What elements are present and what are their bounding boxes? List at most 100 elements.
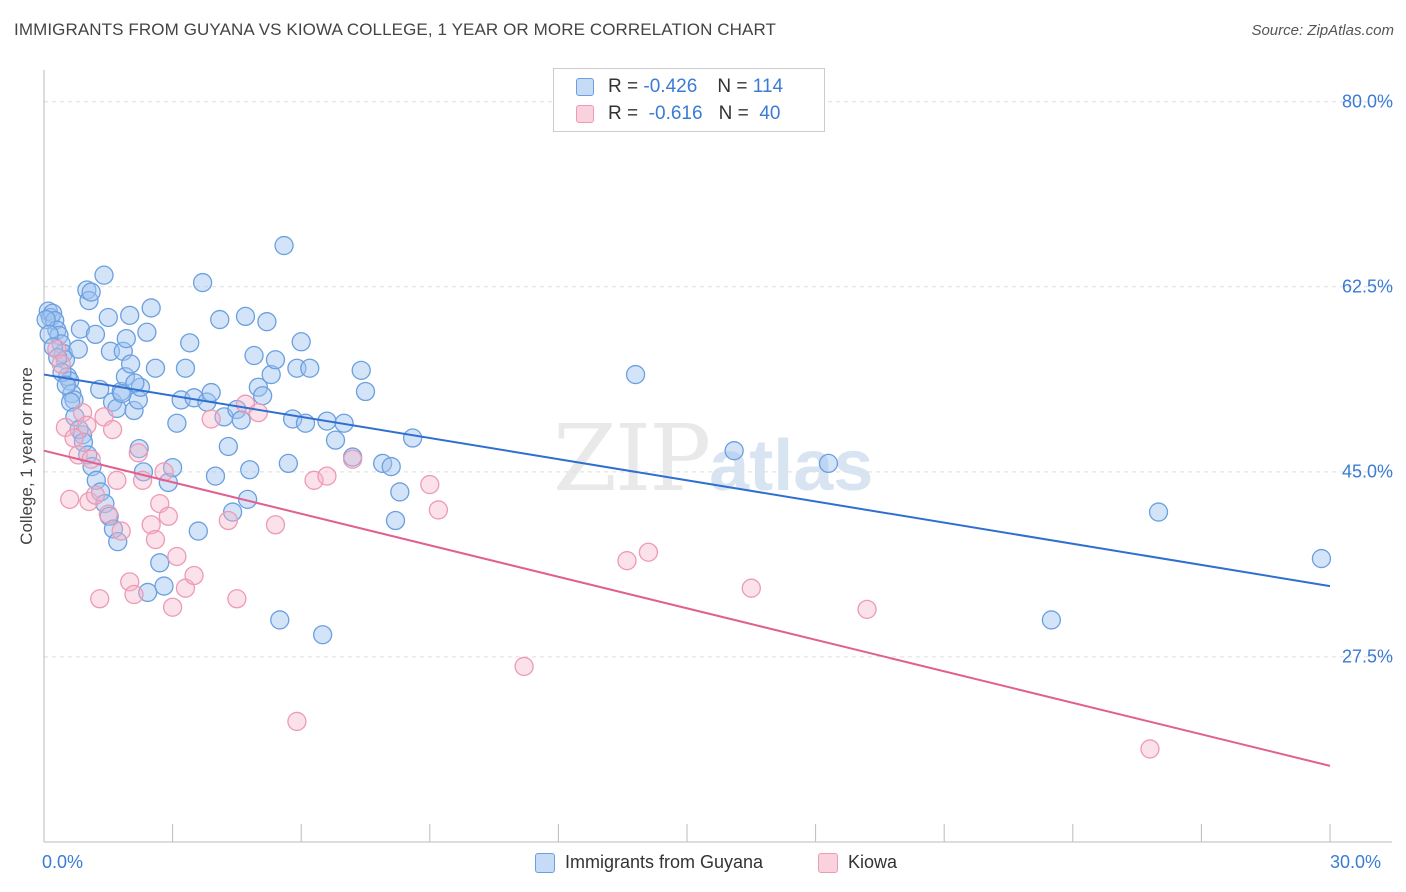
data-point-guyana [103,519,124,539]
data-point-guyana [180,333,200,353]
data-point-kiowa [741,578,761,598]
data-point-kiowa [317,466,337,486]
correlation-legend: R = -0.426 N = 114 R = -0.616 N = 40 [553,68,825,132]
legend-row-guyana: R = -0.426 N = 114 [576,73,783,101]
data-point-guyana [43,337,64,357]
data-point-guyana [39,324,59,345]
data-point-kiowa [145,529,166,550]
data-point-kiowa [201,409,221,429]
data-point-guyana [240,460,260,480]
bottom-legend-label-kiowa: Kiowa [848,852,898,872]
data-point-guyana [381,456,401,477]
legend-r-value: -0.616 [648,103,703,124]
series-guyana-points [36,235,1332,645]
data-point-kiowa [98,504,118,524]
data-point-guyana [257,312,277,332]
legend-r-value: -0.426 [643,76,698,97]
data-point-guyana [278,453,298,474]
data-point-guyana [150,553,170,573]
data-point-kiowa [102,419,123,440]
data-point-guyana [70,319,91,339]
data-point-guyana [1041,610,1062,630]
data-point-kiowa [124,584,144,605]
data-point-guyana [192,272,213,293]
data-point-guyana [724,441,744,461]
data-point-kiowa [72,402,93,423]
data-point-guyana [385,510,406,531]
data-point-guyana [125,373,145,393]
data-point-guyana [312,625,333,645]
data-point-kiowa [90,589,110,609]
data-point-kiowa [47,339,67,359]
data-point-guyana [120,305,140,325]
data-point-guyana [261,364,281,385]
y-tick-label: 27.5% [1341,646,1393,667]
trend-lines [43,373,1331,767]
legend-n-label: N = [718,103,749,124]
data-point-kiowa [120,572,140,592]
y-tick-label: 45.0% [1341,461,1393,482]
x-tick-label-max: 30.0% [1330,852,1382,872]
watermark: ZIPatlas [553,405,873,512]
bottom-legend-label-guyana: Immigrants from Guyana [565,852,764,872]
data-point-kiowa [1140,739,1160,759]
data-point-kiowa [287,711,307,732]
data-point-guyana [252,386,273,406]
data-point-guyana [68,339,88,359]
data-point-guyana [145,358,166,378]
data-point-guyana [270,610,290,630]
data-point-guyana [325,430,346,450]
trend-line-kiowa [43,449,1331,767]
trend-line-guyana [43,373,1331,588]
data-point-guyana [60,392,81,412]
data-point-guyana [154,576,174,596]
data-point-guyana [86,470,106,490]
data-point-kiowa [514,656,534,677]
legend-r-label: R = [608,103,639,124]
data-point-guyana [818,453,839,474]
watermark-zip: ZIP [553,405,711,512]
data-point-guyana [390,482,410,502]
data-point-guyana [235,306,256,327]
axes [43,70,1392,843]
data-point-guyana [124,400,144,421]
data-point-guyana [94,265,114,285]
data-point-guyana [108,532,128,552]
y-axis-label: College, 1 year or more [17,367,36,545]
bottom-legend-guyana[interactable]: Immigrants from Guyana [535,852,763,873]
data-point-guyana [231,410,251,430]
series-kiowa-points [47,339,1160,759]
data-point-guyana [116,328,136,349]
data-point-kiowa [265,515,286,535]
data-point-guyana [1148,502,1169,522]
data-point-kiowa [107,470,127,490]
grid-lines [44,101,1392,658]
data-point-guyana [141,298,161,318]
data-point-kiowa [111,521,131,541]
data-point-guyana [120,354,141,374]
legend-swatch-guyana [576,78,594,96]
legend-r-label: R = [608,76,639,97]
data-point-kiowa [128,443,148,463]
data-point-guyana [218,436,238,457]
y-tick-label: 62.5% [1341,276,1393,297]
data-point-guyana [351,360,371,380]
data-point-kiowa [85,485,106,505]
data-point-guyana [625,364,646,385]
bottom-legend-kiowa[interactable]: Kiowa [818,852,897,873]
data-point-guyana [355,381,376,402]
data-point-guyana [403,428,423,448]
data-point-guyana [175,358,196,378]
data-point-kiowa [167,546,187,567]
data-point-guyana [81,282,101,302]
data-point-kiowa [617,551,637,571]
data-point-guyana [265,350,286,370]
data-point-guyana [244,345,264,366]
data-point-guyana [274,235,294,256]
chart-title: IMMIGRANTS FROM GUYANA VS KIOWA COLLEGE,… [14,20,777,39]
data-point-guyana [167,413,187,433]
data-point-kiowa [420,474,440,495]
bottom-legend-swatch-guyana [535,852,555,873]
source-label[interactable]: Source: ZipAtlas.com [1251,22,1394,39]
